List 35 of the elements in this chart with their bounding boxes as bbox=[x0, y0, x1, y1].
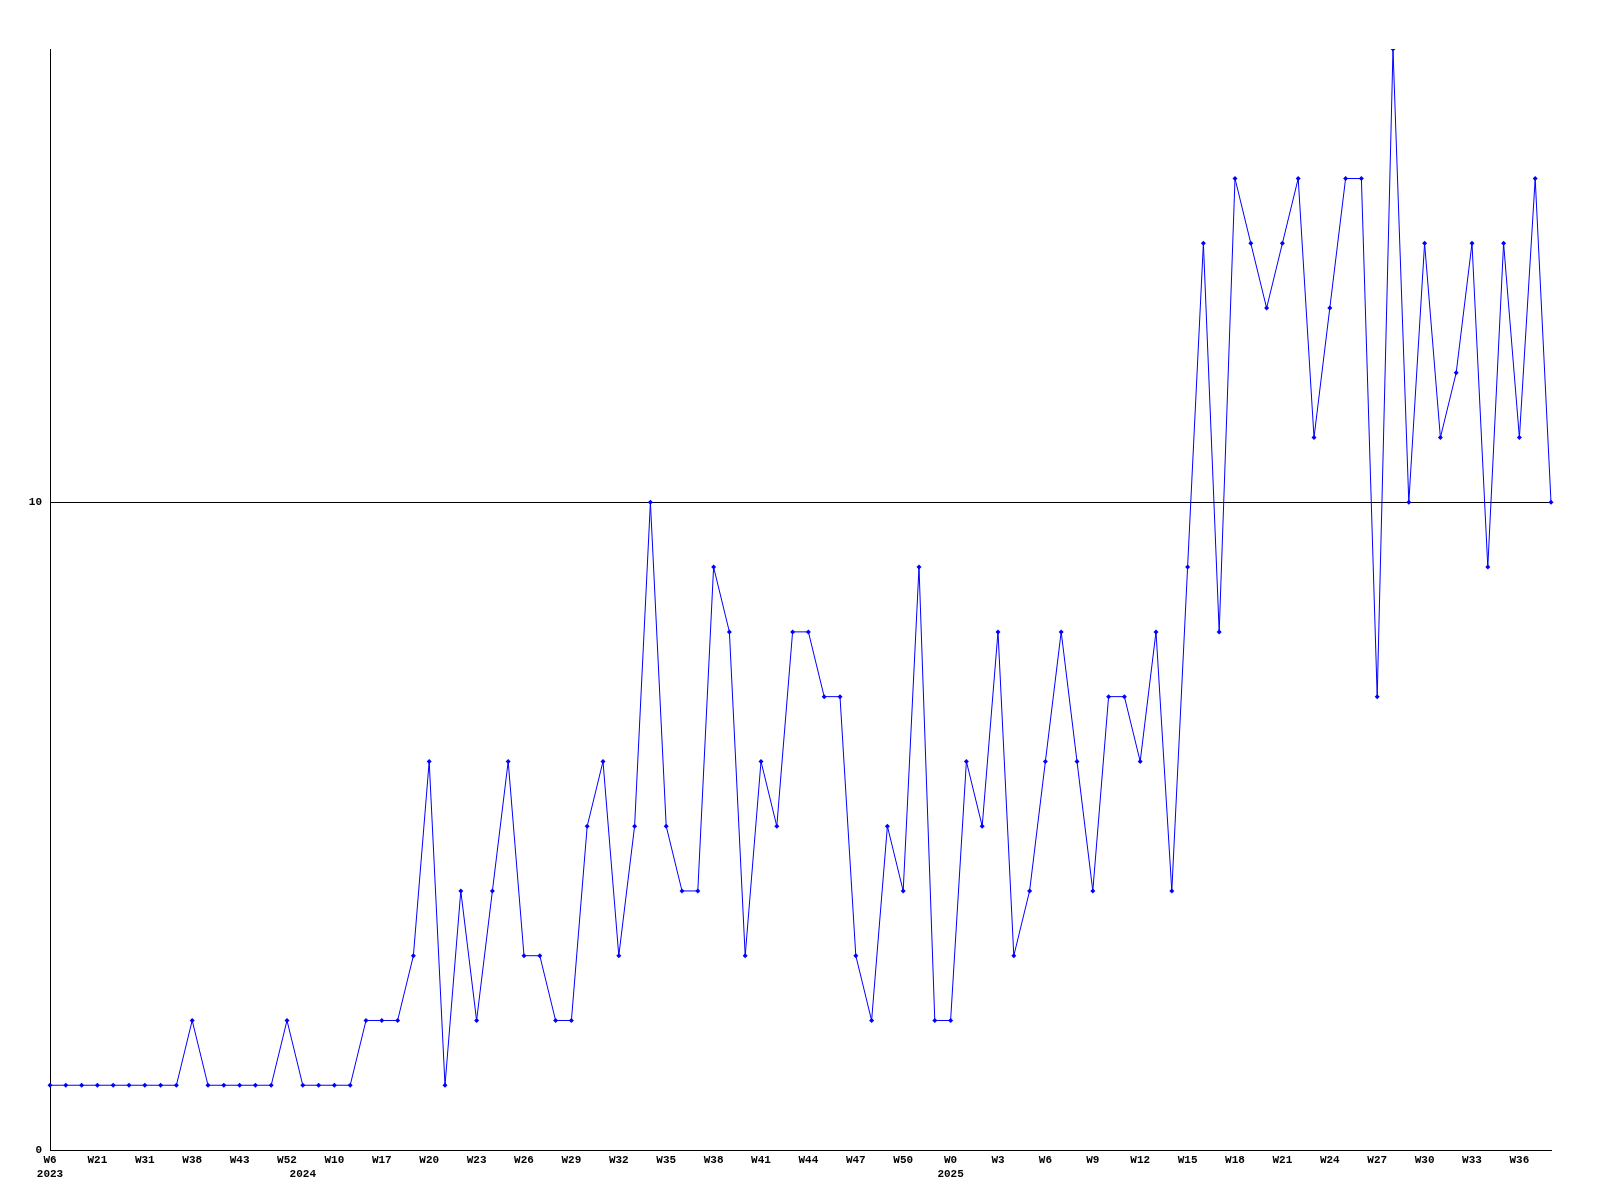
x-tick-label: W36 bbox=[1509, 1154, 1530, 1167]
x-tick-label: W26 bbox=[514, 1154, 534, 1167]
x-tick-label: W9 bbox=[1086, 1154, 1100, 1167]
x-tick-label: W6 bbox=[1038, 1154, 1052, 1167]
x-tick-label: W50 bbox=[893, 1154, 914, 1167]
x-tick-label: W41 bbox=[751, 1154, 772, 1167]
x-tick-label: W38 bbox=[182, 1154, 203, 1167]
x-tick-label: W21 bbox=[87, 1154, 108, 1167]
x-tick-label: W6 2023 bbox=[36, 1154, 64, 1180]
x-tick-label: W0 2025 bbox=[937, 1154, 965, 1180]
x-tick-label: W17 bbox=[371, 1154, 392, 1167]
x-tick-label: W27 bbox=[1367, 1154, 1388, 1167]
x-tick-label: W38 bbox=[703, 1154, 724, 1167]
x-tick-label: W23 bbox=[466, 1154, 487, 1167]
x-tick-label: W12 bbox=[1130, 1154, 1151, 1167]
x-tick-label: W35 bbox=[656, 1154, 677, 1167]
y-tick-label: 10 bbox=[28, 496, 42, 509]
x-tick-label: W20 bbox=[419, 1154, 440, 1167]
x-tick-label: W18 bbox=[1225, 1154, 1246, 1167]
y-tick-label: 0 bbox=[35, 1143, 42, 1156]
x-tick-label: W3 bbox=[991, 1154, 1005, 1167]
x-tick-label: W24 bbox=[1319, 1154, 1341, 1167]
x-tick-label: W31 bbox=[134, 1154, 156, 1167]
x-tick-label: W15 bbox=[1177, 1154, 1198, 1167]
x-tick-label: W29 bbox=[561, 1154, 582, 1167]
x-tick-label: 2024 bbox=[289, 1167, 317, 1180]
x-tick-label: W30 bbox=[1414, 1154, 1435, 1167]
x-tick-label: W33 bbox=[1462, 1154, 1483, 1167]
x-tick-label: W43 bbox=[229, 1154, 250, 1167]
x-tick-label: W10 bbox=[324, 1154, 345, 1167]
x-tick-label: W44 bbox=[798, 1154, 819, 1167]
x-tick-label: W52 bbox=[277, 1154, 297, 1167]
x-tick-label: W21 bbox=[1272, 1154, 1293, 1167]
x-tick-label: W32 bbox=[608, 1154, 629, 1167]
x-tick-label: W47 bbox=[845, 1154, 866, 1167]
